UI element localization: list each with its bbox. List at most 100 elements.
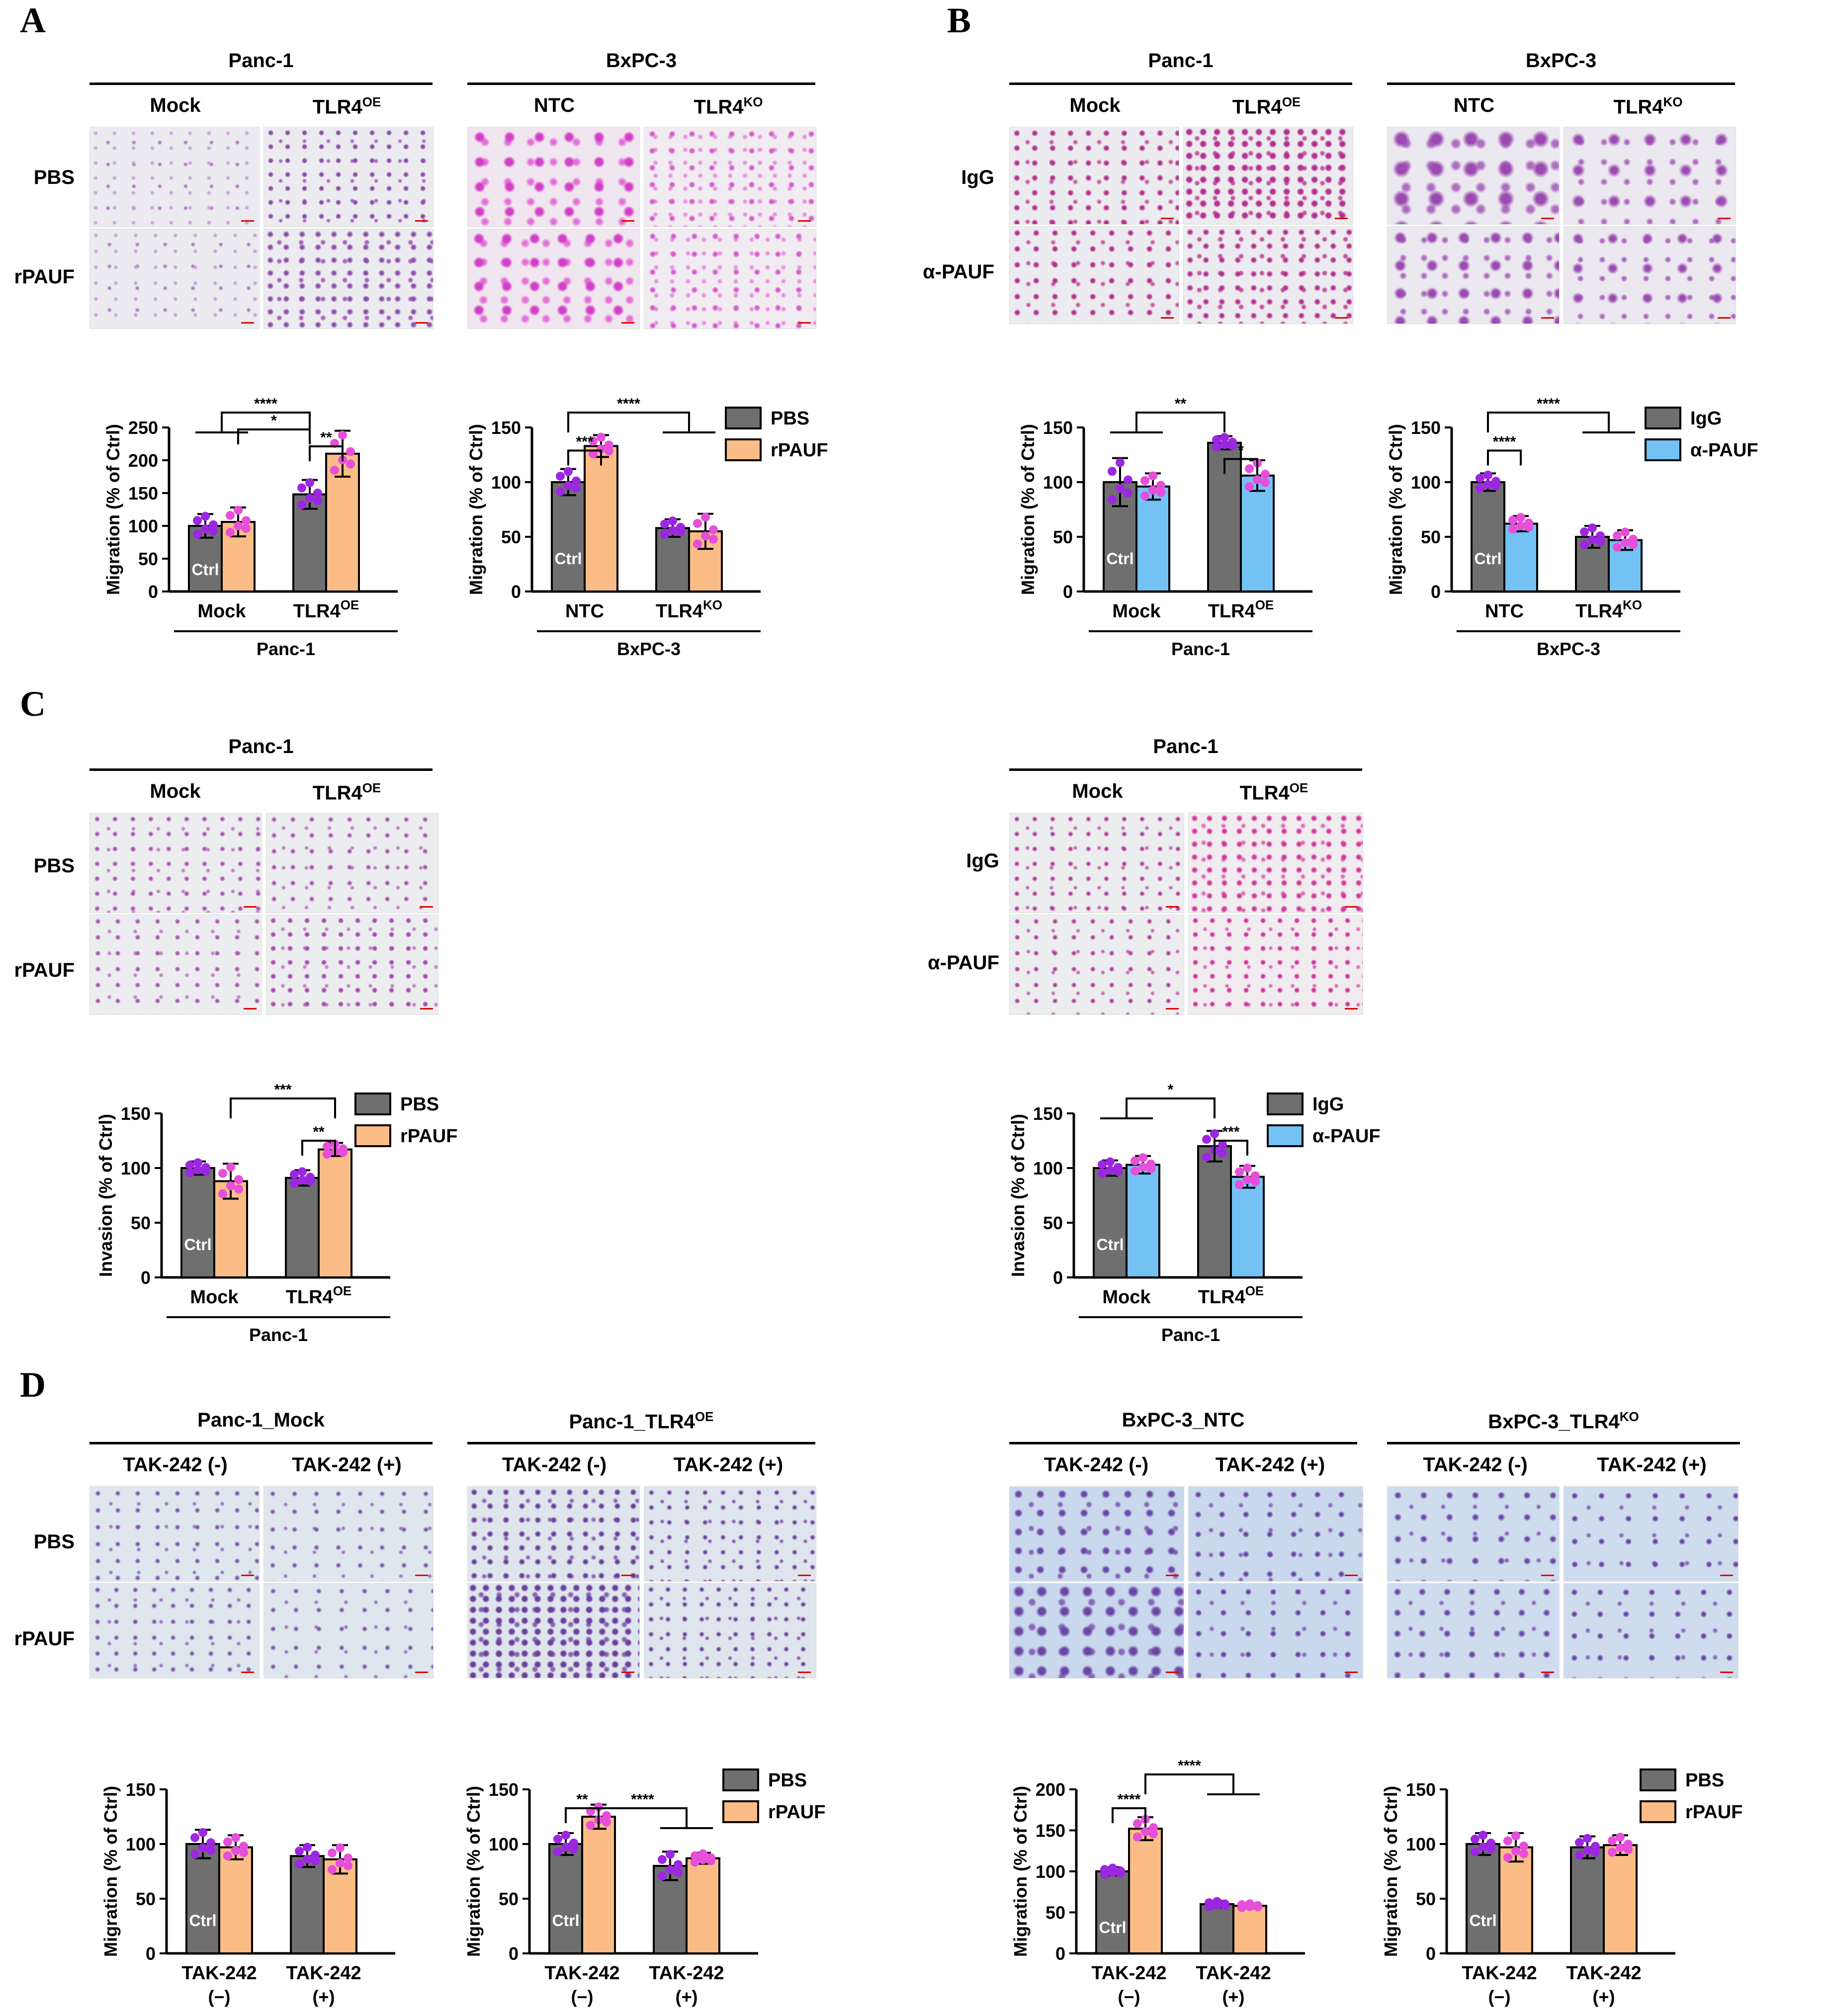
column-label-tlr4ko: TLR4KO xyxy=(1613,94,1683,118)
column-label-tak-plus: TAK-242 (+) xyxy=(673,1454,783,1476)
group-underline xyxy=(467,83,815,85)
column-label-tak-minus: TAK-242 (-) xyxy=(123,1454,228,1476)
data-point xyxy=(209,520,218,529)
data-point xyxy=(1205,1898,1214,1908)
column-label-tlr4oe: TLR4OE xyxy=(312,780,381,804)
micrograph xyxy=(1387,1486,1560,1582)
bar xyxy=(180,1167,215,1278)
row-label-alpha-pauf: α-PAUF xyxy=(928,952,999,974)
data-point xyxy=(1629,540,1638,549)
y-tick-label: 150 xyxy=(491,418,521,438)
category-label: TLR4OE xyxy=(1198,1283,1264,1308)
significance-bracket xyxy=(230,1097,336,1118)
y-tick-label: 150 xyxy=(128,483,158,504)
category-sub-label: (+) xyxy=(1593,1987,1615,2007)
row-label-rpauf: rPAUF xyxy=(14,959,75,981)
micrograph xyxy=(1564,226,1736,324)
data-point xyxy=(674,1860,683,1869)
data-point xyxy=(1613,542,1622,552)
micrograph xyxy=(1387,226,1560,324)
group-underline xyxy=(467,1442,815,1444)
y-tick-label: 100 xyxy=(1411,472,1441,493)
data-point xyxy=(1621,538,1630,547)
ctrl-label: Ctrl xyxy=(554,550,582,568)
bar xyxy=(1135,485,1170,592)
data-point xyxy=(226,527,235,537)
data-point xyxy=(328,1865,337,1874)
data-point xyxy=(1156,488,1165,497)
data-point xyxy=(1148,471,1157,481)
data-point xyxy=(1133,1819,1142,1828)
data-point xyxy=(1591,1848,1600,1857)
bar xyxy=(1603,1844,1638,1955)
legend-swatch xyxy=(722,1800,759,1823)
ctrl-label: Ctrl xyxy=(184,1236,211,1254)
panel-label-a: A xyxy=(20,0,46,40)
data-point xyxy=(201,511,210,521)
data-point xyxy=(226,1181,235,1190)
micrograph xyxy=(1564,127,1736,225)
y-tick-label: 0 xyxy=(509,1943,519,1964)
y-tick-label: 0 xyxy=(1063,582,1073,602)
legend-label: PBS xyxy=(1685,1770,1724,1791)
y-tick-label: 50 xyxy=(499,1889,519,1909)
data-point xyxy=(658,1855,667,1864)
data-point xyxy=(572,476,581,486)
legend-label: PBS xyxy=(771,408,809,429)
data-point xyxy=(1580,540,1589,549)
category-label: Mock xyxy=(197,601,246,622)
data-point xyxy=(1218,1148,1227,1158)
micrograph xyxy=(1009,915,1184,1015)
data-point xyxy=(1519,1842,1528,1851)
data-point xyxy=(297,500,306,509)
ctrl-label: Ctrl xyxy=(1106,550,1133,568)
group-label: BxPC-3 xyxy=(617,639,681,659)
significance-bracket xyxy=(1135,412,1225,432)
data-point xyxy=(209,526,218,536)
data-point xyxy=(1116,458,1125,467)
data-point xyxy=(693,539,702,549)
column-label-tak-minus: TAK-242 (-) xyxy=(1044,1454,1149,1476)
micrograph xyxy=(1188,915,1363,1015)
data-point xyxy=(290,1178,299,1188)
image-group-c1: Panc-1 Mock TLR4OE xyxy=(89,736,433,1014)
data-point xyxy=(311,1856,320,1866)
data-point xyxy=(1124,488,1132,498)
micrograph xyxy=(263,229,434,329)
bar xyxy=(551,481,586,592)
legend-swatch xyxy=(1640,1768,1676,1791)
y-tick-label: 200 xyxy=(128,450,158,471)
data-point xyxy=(1596,537,1605,546)
legend-label: IgG xyxy=(1690,408,1722,429)
significance-bracket xyxy=(237,428,311,444)
data-point xyxy=(709,525,718,534)
data-point xyxy=(1131,1167,1139,1176)
row-label-igg: IgG xyxy=(966,850,999,872)
micrograph xyxy=(89,813,262,913)
micrograph xyxy=(1564,1583,1739,1679)
micrograph xyxy=(1009,1486,1184,1582)
group-underline xyxy=(1009,83,1352,85)
data-point xyxy=(1146,1164,1155,1174)
micrograph xyxy=(467,1486,640,1582)
data-point xyxy=(323,1142,332,1151)
legend-label: PBS xyxy=(768,1770,807,1791)
category-label: NTC xyxy=(1485,601,1524,622)
micrograph xyxy=(266,813,438,913)
micrograph xyxy=(89,1583,260,1679)
bar xyxy=(1128,1828,1163,1954)
significance-label: **** xyxy=(254,396,277,412)
data-point xyxy=(1245,482,1254,491)
category-superscript: OE xyxy=(1245,1283,1264,1298)
data-point xyxy=(605,446,613,456)
data-point xyxy=(1220,433,1229,442)
category-label: Mock xyxy=(1102,1287,1151,1308)
significance-label: * xyxy=(1238,442,1244,459)
data-point xyxy=(556,472,565,481)
data-point xyxy=(1245,464,1254,473)
data-point xyxy=(297,483,306,493)
group-title: Panc-1_TLR4OE xyxy=(569,1409,714,1433)
